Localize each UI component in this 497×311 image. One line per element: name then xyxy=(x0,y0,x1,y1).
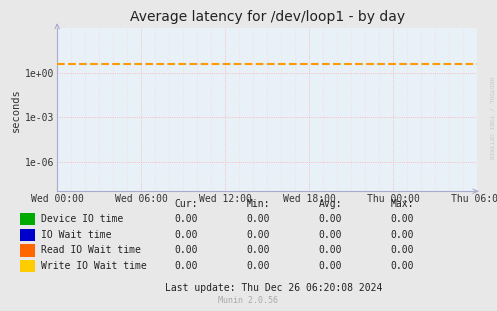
Text: 0.00: 0.00 xyxy=(391,261,414,271)
Text: 0.00: 0.00 xyxy=(391,230,414,240)
Text: 0.00: 0.00 xyxy=(391,214,414,224)
Text: RRDTOOL / TOBI OETIKER: RRDTOOL / TOBI OETIKER xyxy=(489,77,494,160)
Text: 0.00: 0.00 xyxy=(319,230,342,240)
Text: 0.00: 0.00 xyxy=(319,214,342,224)
Text: Min:: Min: xyxy=(247,199,270,209)
Text: 0.00: 0.00 xyxy=(174,230,198,240)
Text: 0.00: 0.00 xyxy=(247,261,270,271)
Text: Max:: Max: xyxy=(391,199,414,209)
Text: Last update: Thu Dec 26 06:20:08 2024: Last update: Thu Dec 26 06:20:08 2024 xyxy=(165,283,382,293)
Text: 0.00: 0.00 xyxy=(319,245,342,255)
Y-axis label: seconds: seconds xyxy=(11,88,21,132)
Text: 0.00: 0.00 xyxy=(174,214,198,224)
Text: Write IO Wait time: Write IO Wait time xyxy=(41,261,147,271)
Text: 0.00: 0.00 xyxy=(247,214,270,224)
Text: 0.00: 0.00 xyxy=(391,245,414,255)
Text: 0.00: 0.00 xyxy=(319,261,342,271)
Text: Cur:: Cur: xyxy=(174,199,198,209)
Text: Device IO time: Device IO time xyxy=(41,214,123,224)
Text: 0.00: 0.00 xyxy=(174,261,198,271)
Text: Avg:: Avg: xyxy=(319,199,342,209)
Text: 0.00: 0.00 xyxy=(247,245,270,255)
Title: Average latency for /dev/loop1 - by day: Average latency for /dev/loop1 - by day xyxy=(130,10,405,24)
Text: IO Wait time: IO Wait time xyxy=(41,230,111,240)
Text: 0.00: 0.00 xyxy=(247,230,270,240)
Text: Read IO Wait time: Read IO Wait time xyxy=(41,245,141,255)
Text: Munin 2.0.56: Munin 2.0.56 xyxy=(219,296,278,305)
Text: 0.00: 0.00 xyxy=(174,245,198,255)
